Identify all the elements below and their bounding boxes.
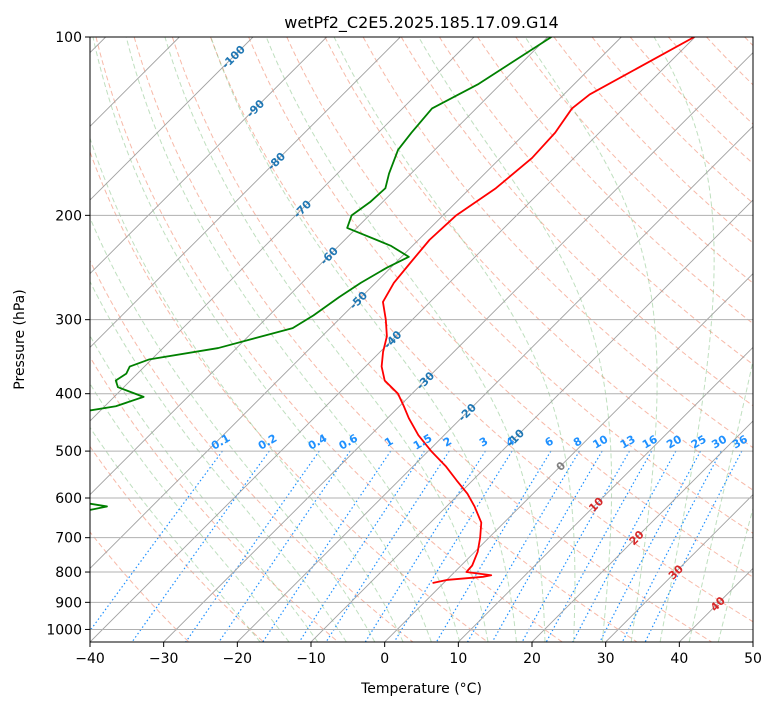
x-tick-label: −40 [75, 651, 105, 667]
x-tick-label: 50 [744, 651, 762, 667]
y-tick-label: 600 [55, 491, 82, 507]
x-tick-label: −20 [223, 651, 253, 667]
y-tick-label: 1000 [46, 622, 82, 638]
y-tick-label: 400 [55, 387, 82, 403]
x-tick-label: 30 [597, 651, 615, 667]
y-tick-label: 100 [55, 30, 82, 46]
y-tick-label: 500 [55, 444, 82, 460]
x-tick-label: 10 [449, 651, 467, 667]
y-tick-label: 200 [55, 208, 82, 224]
x-tick-label: −10 [296, 651, 326, 667]
chart-title: wetPf2_C2E5.2025.185.17.09.G14 [284, 13, 558, 33]
x-tick-label: 0 [380, 651, 389, 667]
x-tick-label: 20 [523, 651, 541, 667]
y-tick-label: 900 [55, 595, 82, 611]
x-tick-label: −30 [149, 651, 179, 667]
y-axis-label: Pressure (hPa) [12, 289, 28, 389]
x-tick-label: 40 [670, 651, 688, 667]
y-tick-label: 300 [55, 313, 82, 329]
y-tick-label: 700 [55, 531, 82, 547]
x-axis-label: Temperature (°C) [360, 681, 482, 697]
y-tick-label: 800 [55, 565, 82, 581]
